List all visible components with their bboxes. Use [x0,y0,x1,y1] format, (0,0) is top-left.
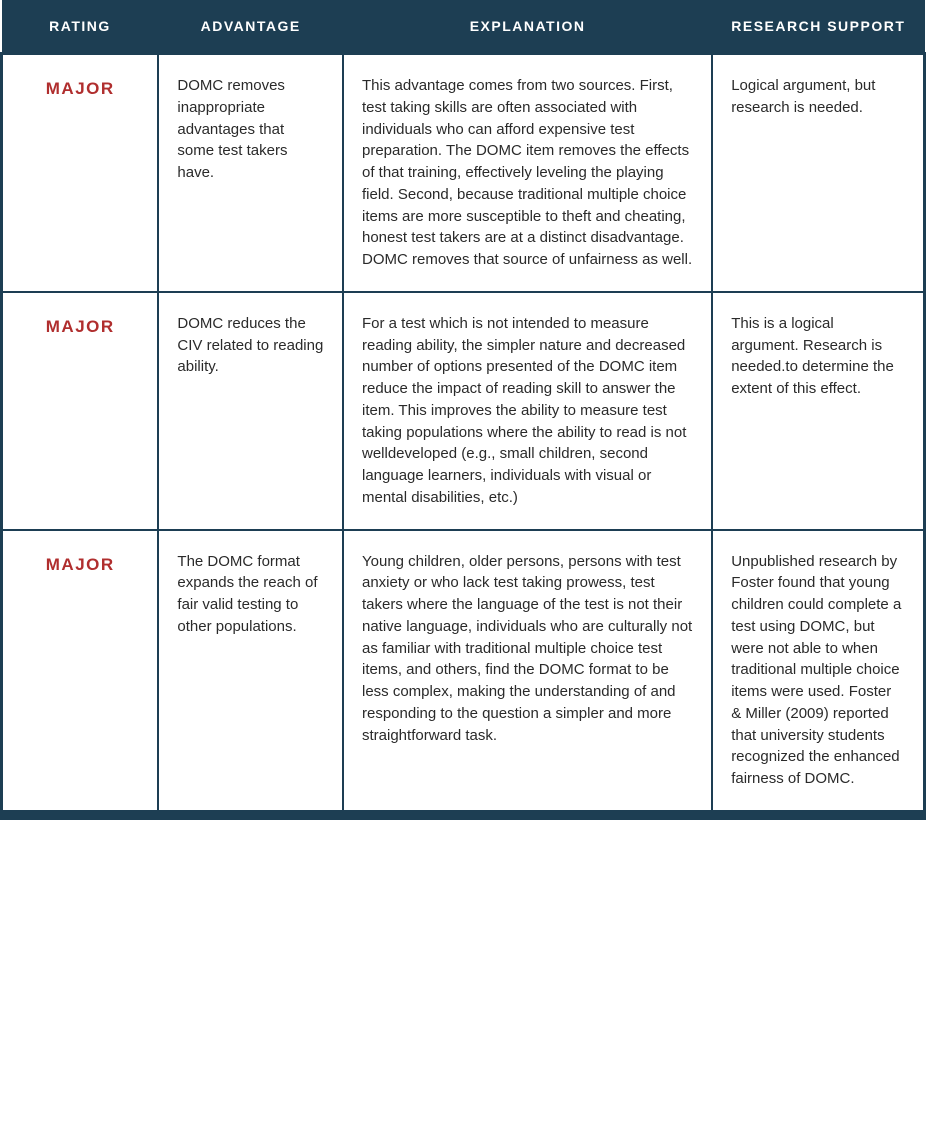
rating-cell: MAJOR [2,54,159,292]
advantage-cell: DOMC reduces the CIV related to reading … [158,292,343,530]
header-research: RESEARCH SUPPORT [712,0,924,54]
header-advantage: ADVANTAGE [158,0,343,54]
explanation-cell: For a test which is not intended to meas… [343,292,712,530]
table-header: RATING ADVANTAGE EXPLANATION RESEARCH SU… [2,0,925,54]
rating-cell: MAJOR [2,530,159,815]
explanation-cell: This advantage comes from two sources. F… [343,54,712,292]
rating-cell: MAJOR [2,292,159,530]
explanation-cell: Young children, older persons, persons w… [343,530,712,815]
research-cell: Unpublished research by Foster found tha… [712,530,924,815]
advantage-cell: DOMC removes inappropriate advantages th… [158,54,343,292]
domc-table: RATING ADVANTAGE EXPLANATION RESEARCH SU… [0,0,926,820]
table-body: MAJOR DOMC removes inappropriate advanta… [2,54,925,815]
table-container: RATING ADVANTAGE EXPLANATION RESEARCH SU… [0,0,926,820]
header-rating: RATING [2,0,159,54]
table-row: MAJOR DOMC removes inappropriate advanta… [2,54,925,292]
table-row: MAJOR DOMC reduces the CIV related to re… [2,292,925,530]
header-row: RATING ADVANTAGE EXPLANATION RESEARCH SU… [2,0,925,54]
research-cell: Logical argument, but research is needed… [712,54,924,292]
advantage-cell: The DOMC format expands the reach of fai… [158,530,343,815]
research-cell: This is a logical argument. Research is … [712,292,924,530]
table-row: MAJOR The DOMC format expands the reach … [2,530,925,815]
header-explanation: EXPLANATION [343,0,712,54]
